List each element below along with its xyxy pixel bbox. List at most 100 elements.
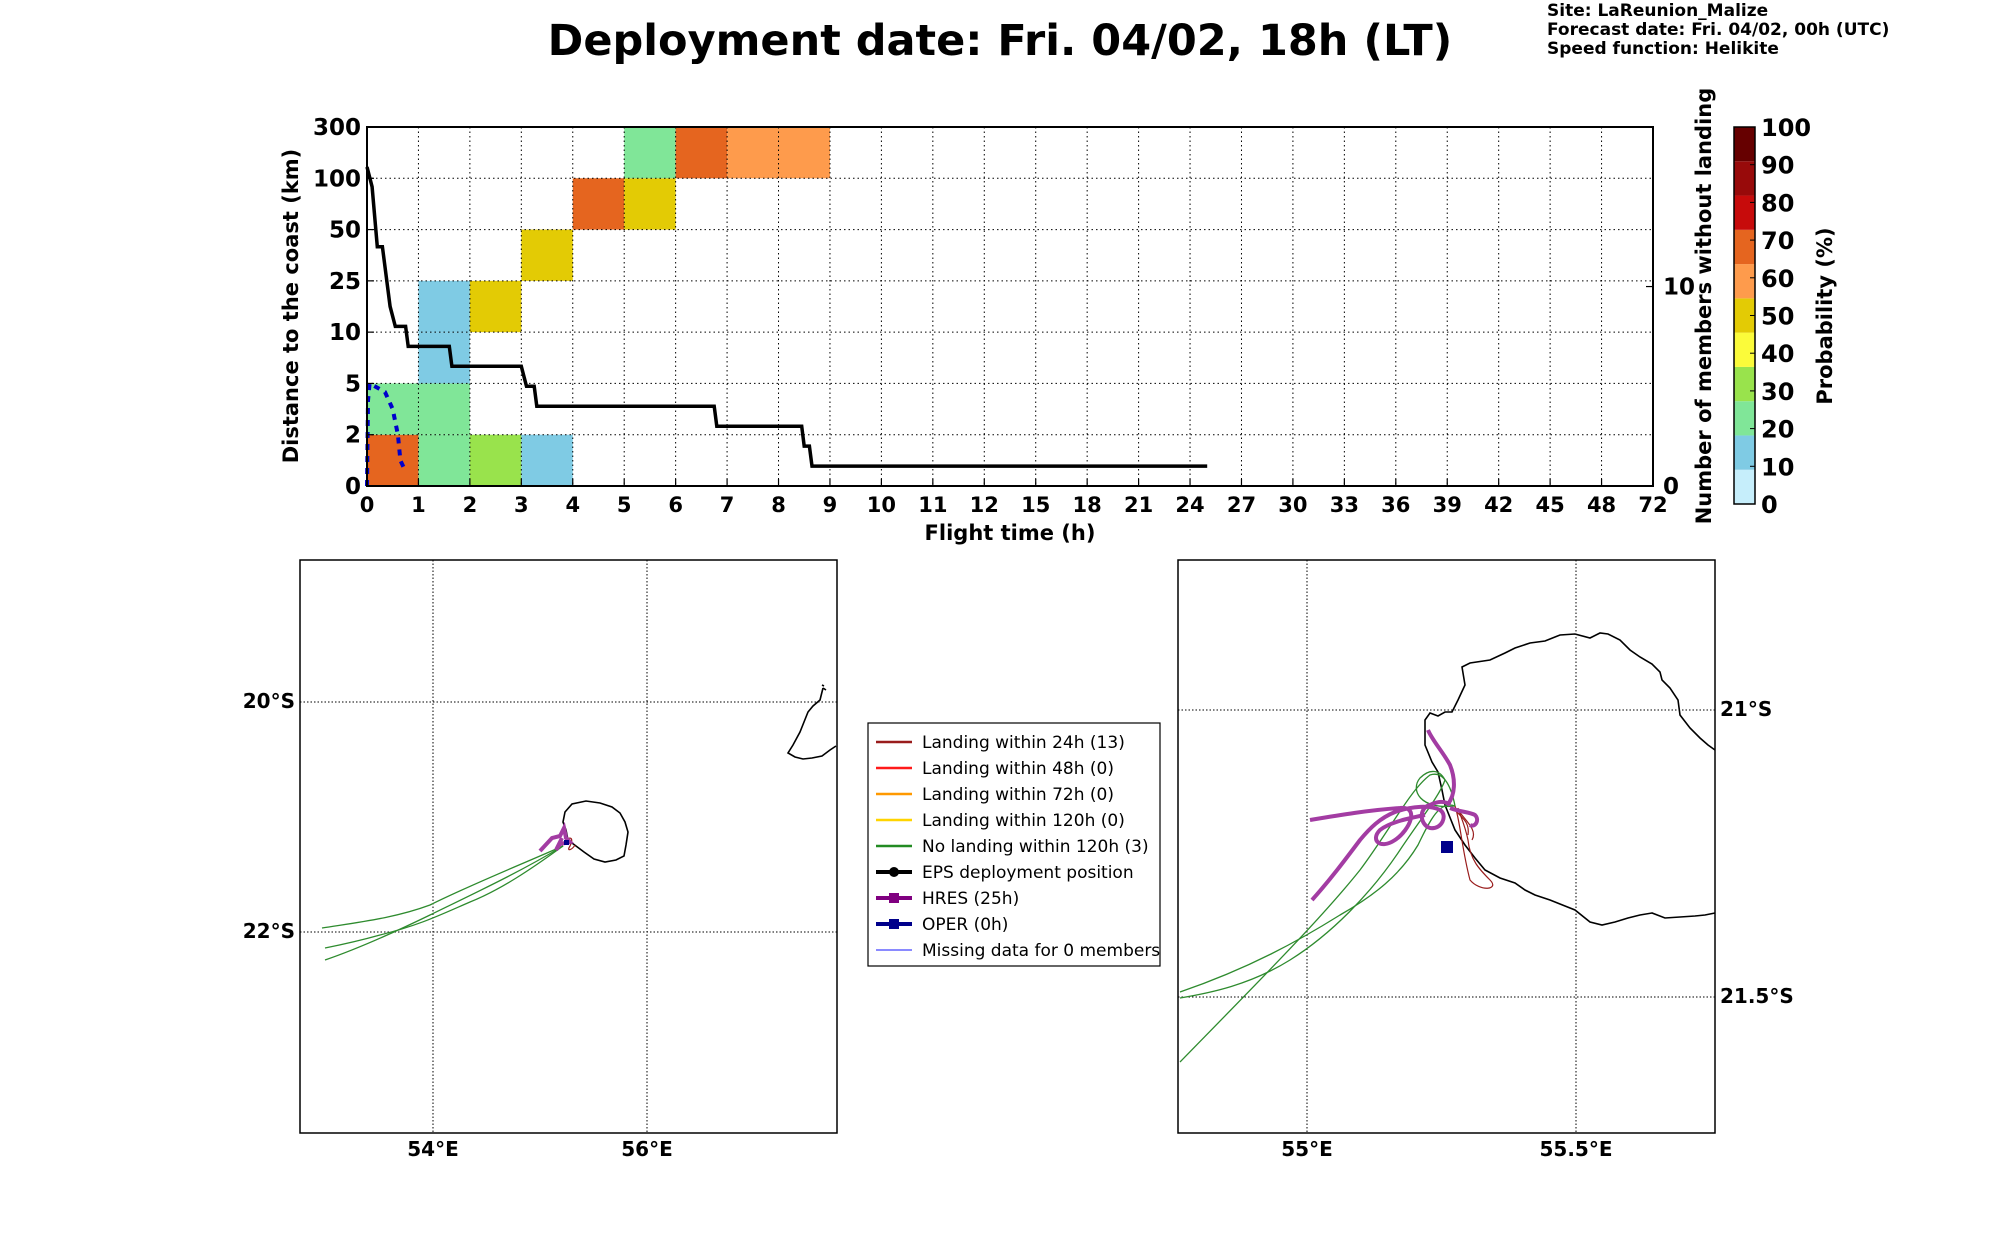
colorbar-tick-label: 60 [1761,265,1794,293]
legend-label: Landing within 48h (0) [922,759,1114,779]
reunion-island-coastline [1424,632,1716,926]
x-tick-label: 15 [1021,493,1050,517]
y2-axis-label: Number of members without landing [1692,88,1716,525]
heatmap-cell [367,383,419,435]
heatmap-cell [367,434,419,486]
map-right-hres-track [1309,729,1480,902]
legend-swatch-marker [889,919,899,929]
map-right-oper-position [1441,841,1453,853]
x-tick-label: 4 [565,493,580,517]
hres-distance-line [365,380,406,487]
x-tick-label: 42 [1484,493,1513,517]
map-right-no-landing-tracks [1179,770,1456,1063]
legend-label: Landing within 24h (13) [922,733,1125,753]
y2-tick-label: 10 [1663,275,1695,301]
colorbar-band [1734,401,1755,436]
colorbar-ticks: 0 10 20 30 40 50 60 70 80 90 100 [1750,114,1811,519]
heatmap-cell [675,127,728,179]
map-left-lon-label: 54°E [407,1137,459,1161]
heatmap-cells [367,127,830,486]
heatmap-cell [572,178,625,230]
colorbar-tick-label: 100 [1761,114,1811,142]
heatmap-frame [366,126,1654,487]
colorbar-tick-label: 10 [1761,453,1794,481]
map-left-oper-position [564,840,569,845]
heatmap-cell [418,434,470,486]
map-left-hres-track [538,821,575,853]
colorbar-band [1734,161,1755,196]
y-tick-label: 10 [329,320,361,346]
legend-label: Missing data for 0 members [922,941,1160,961]
colorbar-band [1734,366,1755,402]
y-tick-label: 5 [345,371,361,397]
colorbar-tick-label: 20 [1761,416,1794,444]
heatmap-cell [624,127,676,179]
map-zoom: 21°S 21.5°S 55°E 55.5°E [1177,559,1794,1161]
heatmap-panel: 0 1 2 3 4 5 6 7 8 9 10 11 12 15 18 21 24 27 30 33 36 39 42 45 48… [279,88,1716,545]
map-right-lat-label: 21.5°S [1720,984,1794,1008]
colorbar-tick-label: 90 [1761,152,1794,180]
members-without-landing-line [365,166,1208,468]
map-overview: 20°S 22°S 54°E 56°E [243,559,838,1161]
map-right-lat-label: 21°S [1720,697,1772,721]
forecast-date-label: Forecast date: Fri. 04/02, 00h (UTC) [1547,20,1890,40]
x-tick-label: 0 [360,493,375,517]
x-tick-label: 2 [463,493,478,517]
y-tick-label: 25 [329,269,361,295]
legend-label: Landing within 120h (0) [922,811,1125,831]
map-left-lat-label: 22°S [243,919,295,943]
legend-swatch-marker [889,867,899,877]
forecast-info: Site: LaReunion_Malize Forecast date: Fr… [1547,2,1889,59]
heatmap-cell [418,280,470,333]
colorbar-band [1734,469,1755,504]
map-left-no-landing-tracks [321,845,564,961]
legend-swatch-marker [889,893,899,903]
heatmap-grid [367,127,1653,486]
x-tick-label: 30 [1278,493,1307,517]
heatmap-cell [521,229,573,281]
x-tick-label: 18 [1073,493,1102,517]
legend-label: HRES (25h) [922,889,1019,909]
x-tick-label: 21 [1124,493,1153,517]
colorbar-band [1734,332,1755,367]
x-tick-label: 1 [411,493,426,517]
map-left-lon-label: 56°E [621,1137,673,1161]
colorbar-tick-label: 40 [1761,340,1794,368]
colorbar: 0 10 20 30 40 50 60 70 80 90 100 Probability (%) [1733,114,1837,519]
map-left-frame [299,559,838,1134]
heatmap-cell [778,127,830,179]
y-tick-label: 2 [345,423,361,449]
map-left-lat-label: 20°S [243,689,295,713]
legend-items: Landing within 24h (13) Landing within 48… [876,733,1160,961]
y-tick-label: 0 [345,474,361,500]
colorbar-band [1734,298,1755,333]
colorbar-tick-label: 0 [1761,491,1778,519]
legend-frame [867,722,1161,967]
x-tick-label: 27 [1227,493,1256,517]
heatmap-cell [418,332,470,384]
map-left-background [300,560,837,1133]
x-tick-label: 24 [1175,493,1204,517]
colorbar-tick-label: 50 [1761,303,1794,331]
x-axis-label: Flight time (h) [925,521,1096,545]
map-right-lon-label: 55.5°E [1539,1137,1612,1161]
heatmap-cell [727,127,779,179]
x-tick-label: 39 [1433,493,1462,517]
site-label: Site: LaReunion_Malize [1547,1,1769,21]
x-tick-label: 72 [1638,493,1667,517]
colorbar-tick-label: 30 [1761,378,1794,406]
legend: Landing within 24h (13) Landing within 48… [867,722,1161,967]
colorbar-tick-label: 70 [1761,227,1794,255]
heatmap-cell [469,434,522,486]
colorbar-band [1734,229,1755,265]
heatmap-cell [624,178,676,230]
heatmap-cell [469,280,522,333]
legend-label: Landing within 72h (0) [922,785,1114,805]
y-tick-label: 100 [313,166,361,192]
x-tick-label: 7 [720,493,735,517]
x-tick-label: 33 [1330,493,1359,517]
colorbar-band [1734,435,1755,470]
colorbar-label: Probability (%) [1813,227,1837,404]
colorbar-band [1734,264,1755,299]
